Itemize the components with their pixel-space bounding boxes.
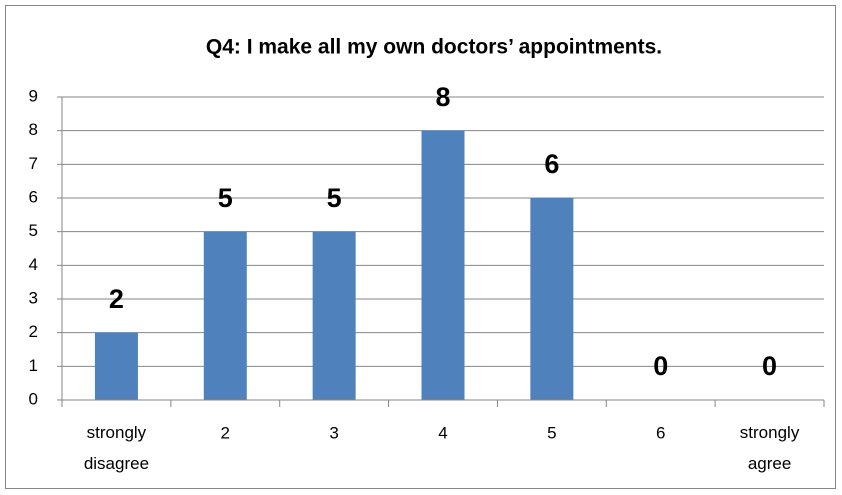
y-tick-label: 2 bbox=[29, 322, 38, 341]
y-tick-label: 9 bbox=[29, 86, 38, 105]
bar bbox=[530, 198, 574, 400]
x-tick-label: 2 bbox=[221, 423, 230, 442]
chart-border bbox=[5, 5, 836, 489]
y-tick-label: 8 bbox=[29, 120, 38, 139]
bar bbox=[203, 231, 247, 400]
y-tick-label: 7 bbox=[29, 154, 38, 173]
value-label: 5 bbox=[218, 183, 233, 213]
y-tick-label: 6 bbox=[29, 187, 38, 206]
value-label: 8 bbox=[435, 82, 450, 112]
x-tick-label: 5 bbox=[547, 423, 556, 442]
bar bbox=[421, 130, 465, 400]
value-label: 0 bbox=[762, 351, 777, 381]
x-tick-label: strongly disagree bbox=[84, 423, 149, 473]
bar bbox=[312, 231, 356, 400]
x-tick-label: 4 bbox=[438, 423, 447, 442]
y-tick-label: 0 bbox=[29, 389, 38, 408]
value-label: 6 bbox=[544, 149, 559, 179]
x-tick-label: 6 bbox=[656, 423, 665, 442]
value-label: 5 bbox=[327, 183, 342, 213]
value-label: 0 bbox=[653, 351, 668, 381]
y-tick-label: 5 bbox=[29, 221, 38, 240]
y-tick-label: 4 bbox=[29, 255, 38, 274]
chart-title: Q4: I make all my own doctors’ appointme… bbox=[206, 36, 662, 59]
x-tick-label: 3 bbox=[329, 423, 338, 442]
x-tick-label: strongly agree bbox=[740, 423, 800, 473]
bar bbox=[94, 332, 138, 400]
y-tick-label: 3 bbox=[29, 288, 38, 307]
y-tick-label: 1 bbox=[29, 356, 38, 375]
value-label: 2 bbox=[109, 284, 124, 314]
